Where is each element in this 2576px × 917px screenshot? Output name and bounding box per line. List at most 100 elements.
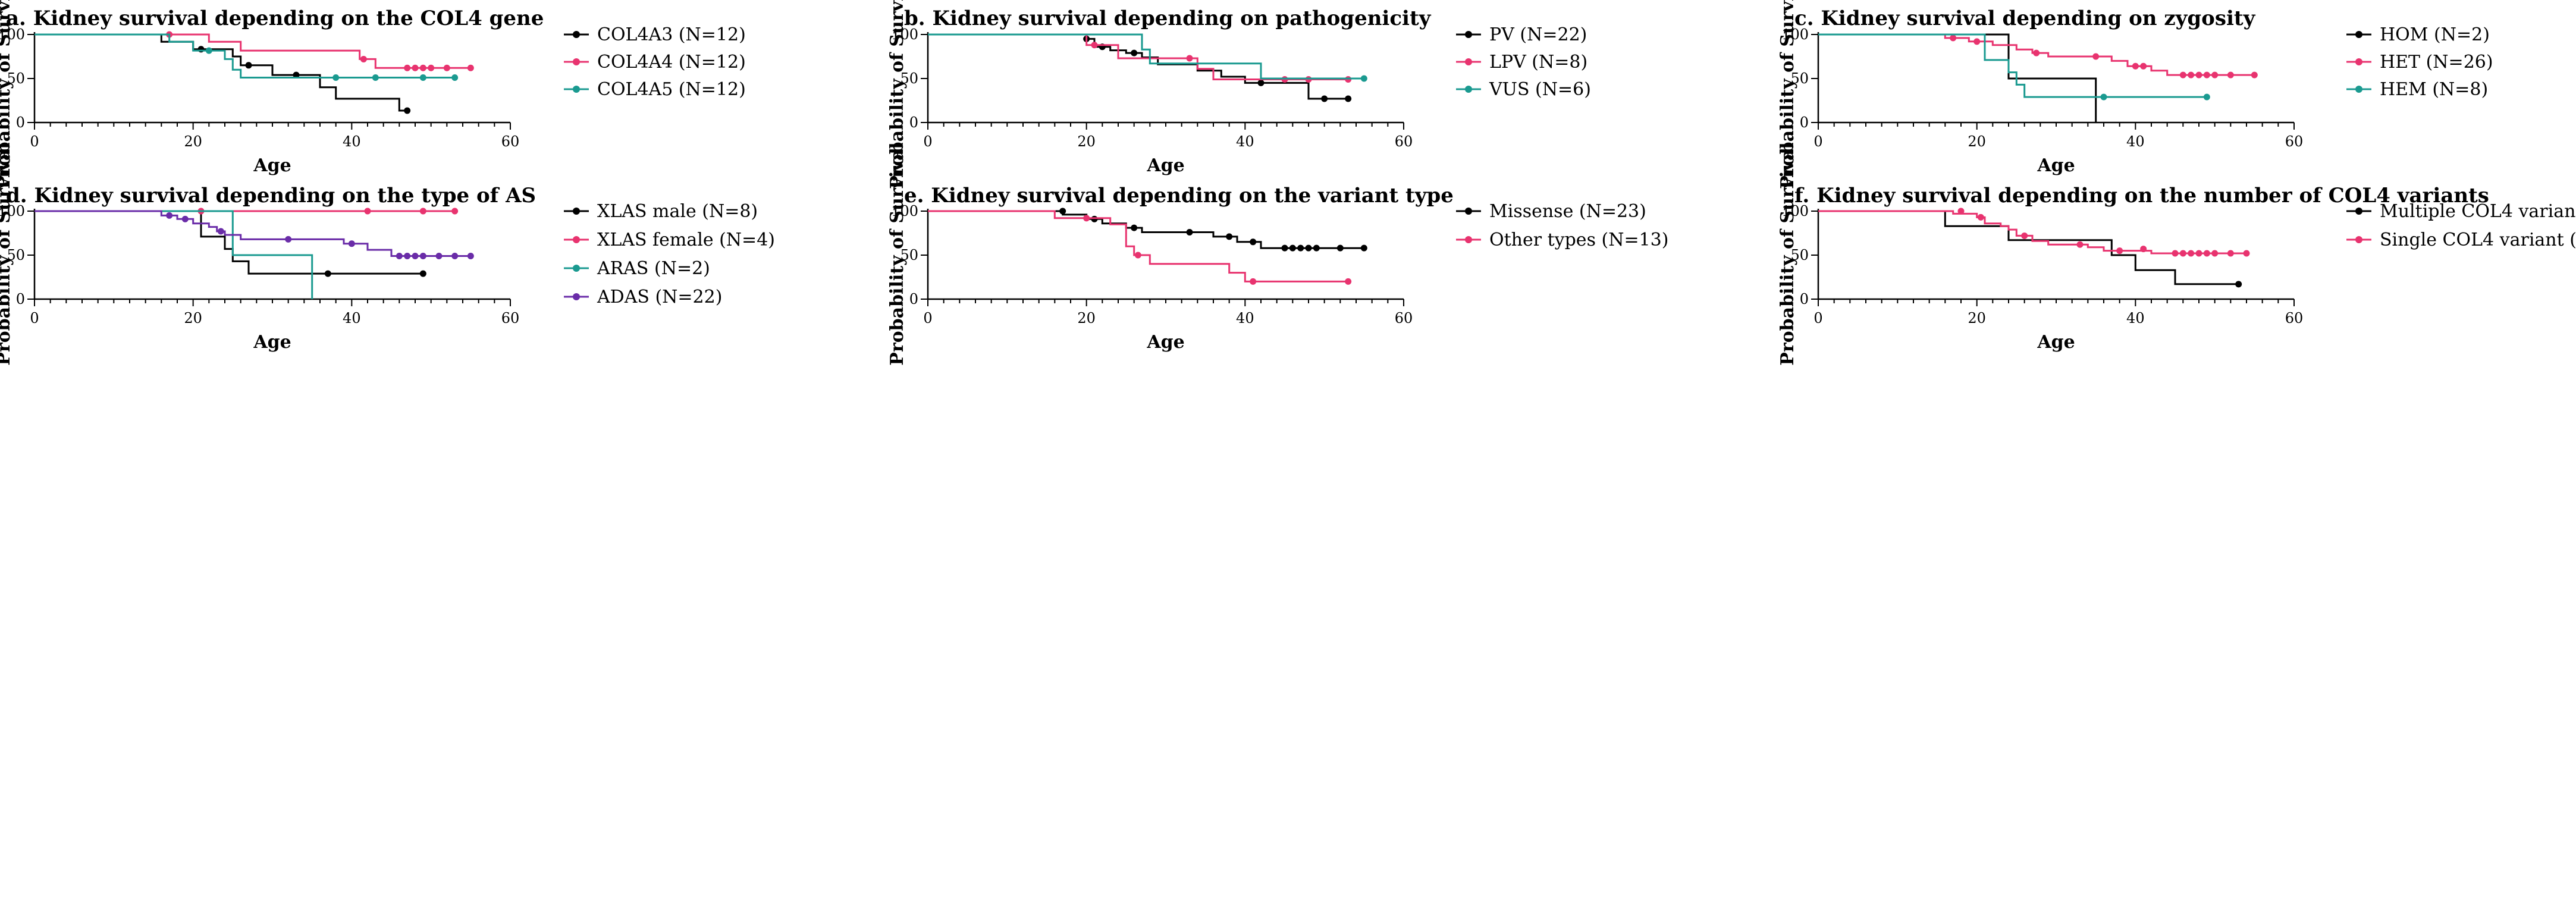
x-tick-label: 20 — [184, 310, 202, 326]
censor-mark — [1957, 208, 1965, 215]
y-tick-label: 0 — [16, 291, 25, 307]
legend-swatch-dot — [1465, 236, 1472, 243]
censor-mark — [2251, 71, 2258, 78]
censor-mark — [1083, 215, 1090, 222]
y-axis-label: Probability of Survival — [1777, 142, 1798, 365]
x-tick-label: 0 — [1813, 133, 1822, 150]
censor-mark — [2195, 71, 2202, 78]
censor-mark — [285, 235, 292, 243]
x-axis-label: Age — [2037, 332, 2075, 353]
censor-mark — [1313, 244, 1320, 252]
legend-swatch-dot — [1465, 208, 1472, 215]
y-tick-label: 50 — [900, 70, 918, 87]
series-line-2 — [1818, 33, 2255, 76]
censor-mark — [2203, 71, 2210, 78]
x-axis-label: Age — [1146, 332, 1184, 353]
panel-title: b. Kidney survival depending on pathogen… — [904, 7, 1432, 30]
panel-c: c. Kidney survival depending on zygosity… — [1777, 0, 2493, 189]
censor-mark — [1250, 238, 1257, 246]
x-tick-label: 40 — [343, 310, 361, 326]
legend-swatch-dot — [2355, 86, 2362, 93]
censor-mark — [2235, 281, 2242, 288]
censor-mark — [1281, 244, 1288, 252]
legend-swatch-dot — [573, 236, 580, 243]
x-axis-label: Age — [2037, 155, 2075, 176]
series-line-4 — [34, 210, 471, 257]
censor-mark — [1131, 224, 1138, 231]
panel-d: d. Kidney survival depending on the type… — [0, 142, 775, 365]
legend-swatch-dot — [2355, 208, 2362, 215]
x-tick-label: 20 — [1968, 310, 1986, 326]
censor-mark — [217, 228, 224, 235]
censor-mark — [1950, 34, 1957, 42]
censor-mark — [324, 270, 331, 277]
censor-mark — [1345, 95, 1352, 102]
legend-swatch-dot — [2355, 58, 2362, 65]
censor-mark — [2227, 71, 2234, 78]
panel-e: e. Kidney survival depending on the vari… — [887, 142, 1668, 365]
censor-mark — [2188, 71, 2195, 78]
legend-swatch-dot — [573, 208, 580, 215]
censor-mark — [2140, 62, 2147, 70]
censor-mark — [166, 212, 173, 219]
y-tick-label: 50 — [1790, 70, 1809, 87]
censor-mark — [451, 208, 459, 215]
censor-mark — [1360, 75, 1367, 82]
censor-mark — [2243, 250, 2250, 257]
series-line-3 — [928, 33, 1364, 80]
legend-label: COL4A4 (N=12) — [597, 52, 746, 73]
censor-mark — [1131, 49, 1138, 56]
series-line-1 — [928, 210, 1364, 249]
censor-mark — [467, 64, 474, 71]
x-tick-label: 0 — [923, 133, 932, 150]
censor-mark — [360, 55, 367, 62]
censor-mark — [1289, 244, 1296, 252]
y-tick-label: 100 — [1781, 203, 1809, 219]
x-tick-label: 0 — [30, 133, 39, 150]
censor-mark — [1336, 244, 1344, 252]
y-tick-label: 50 — [900, 247, 918, 263]
legend-swatch-dot — [573, 265, 580, 272]
legend-label: VUS (N=6) — [1489, 79, 1591, 100]
legend-label: COL4A5 (N=12) — [597, 79, 746, 100]
censor-mark — [1977, 213, 1984, 221]
x-tick-label: 40 — [2126, 133, 2145, 150]
censor-mark — [1321, 95, 1328, 102]
legend-label: ADAS (N=22) — [597, 287, 722, 307]
x-axis-label: Age — [253, 155, 291, 176]
censor-mark — [419, 270, 426, 277]
panel-title: c. Kidney survival depending on zygosity — [1794, 7, 2256, 30]
censor-mark — [467, 252, 474, 259]
censor-mark — [1257, 79, 1265, 86]
y-axis-label: Probability of Survival — [887, 0, 908, 189]
y-tick-label: 0 — [1800, 291, 1809, 307]
censor-mark — [1345, 278, 1352, 285]
series-line-1 — [34, 210, 423, 275]
censor-mark — [364, 208, 371, 215]
legend-label: HET (N=26) — [2380, 52, 2493, 73]
censor-mark — [2188, 250, 2195, 257]
censor-mark — [1226, 233, 1233, 240]
censor-mark — [451, 252, 459, 259]
censor-mark — [451, 74, 459, 81]
legend-label: ARAS (N=2) — [597, 258, 710, 279]
censor-mark — [428, 64, 435, 71]
censor-mark — [1250, 278, 1257, 285]
censor-mark — [2021, 232, 2028, 239]
censor-mark — [2092, 53, 2100, 60]
censor-mark — [435, 252, 443, 259]
y-tick-label: 0 — [1800, 114, 1809, 131]
x-tick-label: 60 — [1395, 133, 1413, 150]
x-tick-label: 60 — [1395, 310, 1413, 326]
legend-swatch-dot — [573, 58, 580, 65]
series-line-1 — [34, 33, 407, 112]
censor-mark — [181, 215, 189, 222]
y-tick-label: 100 — [891, 203, 918, 219]
censor-mark — [2227, 250, 2234, 257]
legend-label: Other types (N=13) — [1489, 230, 1668, 250]
legend-label: XLAS male (N=8) — [597, 201, 758, 222]
censor-mark — [2100, 93, 2107, 101]
x-tick-label: 40 — [2126, 310, 2145, 326]
series-line-2 — [928, 210, 1348, 282]
